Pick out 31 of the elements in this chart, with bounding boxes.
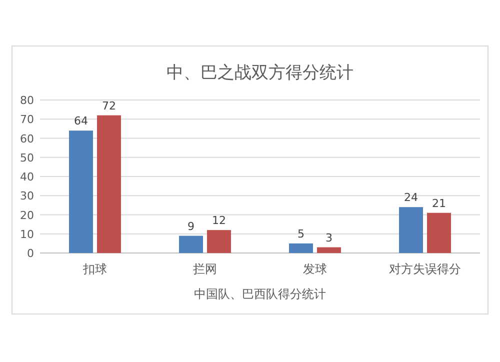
- y-tick-label: 60: [20, 132, 34, 146]
- bar: [399, 207, 423, 253]
- y-tick-label: 50: [20, 151, 34, 164]
- data-label: 64: [74, 114, 88, 128]
- x-axis-title: 中国队、巴西队得分统计: [194, 287, 326, 301]
- y-tick-label: 20: [20, 208, 34, 222]
- y-tick-label: 10: [20, 228, 34, 241]
- bar: [69, 130, 93, 253]
- y-tick-label: 30: [20, 190, 34, 203]
- data-label: 24: [404, 191, 418, 204]
- x-tick-label: 扣球: [82, 262, 107, 276]
- bar: [317, 247, 341, 253]
- bar: [289, 243, 313, 253]
- x-tick-label: 对方失误得分: [389, 262, 461, 276]
- data-label: 12: [212, 214, 226, 228]
- y-tick-label: 80: [20, 94, 34, 107]
- bar: [97, 115, 121, 253]
- data-label: 21: [432, 196, 446, 210]
- data-label: 72: [102, 99, 116, 112]
- bar: [207, 230, 231, 253]
- y-tick-label: 0: [27, 247, 34, 260]
- bar: [179, 236, 203, 253]
- data-label: 3: [326, 231, 332, 244]
- y-tick-label: 70: [20, 113, 34, 126]
- y-tick-label: 40: [20, 170, 34, 184]
- x-tick-label: 发球: [303, 262, 327, 276]
- chart-title: 中、巴之战双方得分统计: [166, 63, 354, 83]
- data-label: 5: [298, 227, 304, 240]
- data-label: 9: [188, 220, 194, 233]
- x-tick-label: 拦网: [193, 262, 217, 276]
- bar: [427, 212, 451, 253]
